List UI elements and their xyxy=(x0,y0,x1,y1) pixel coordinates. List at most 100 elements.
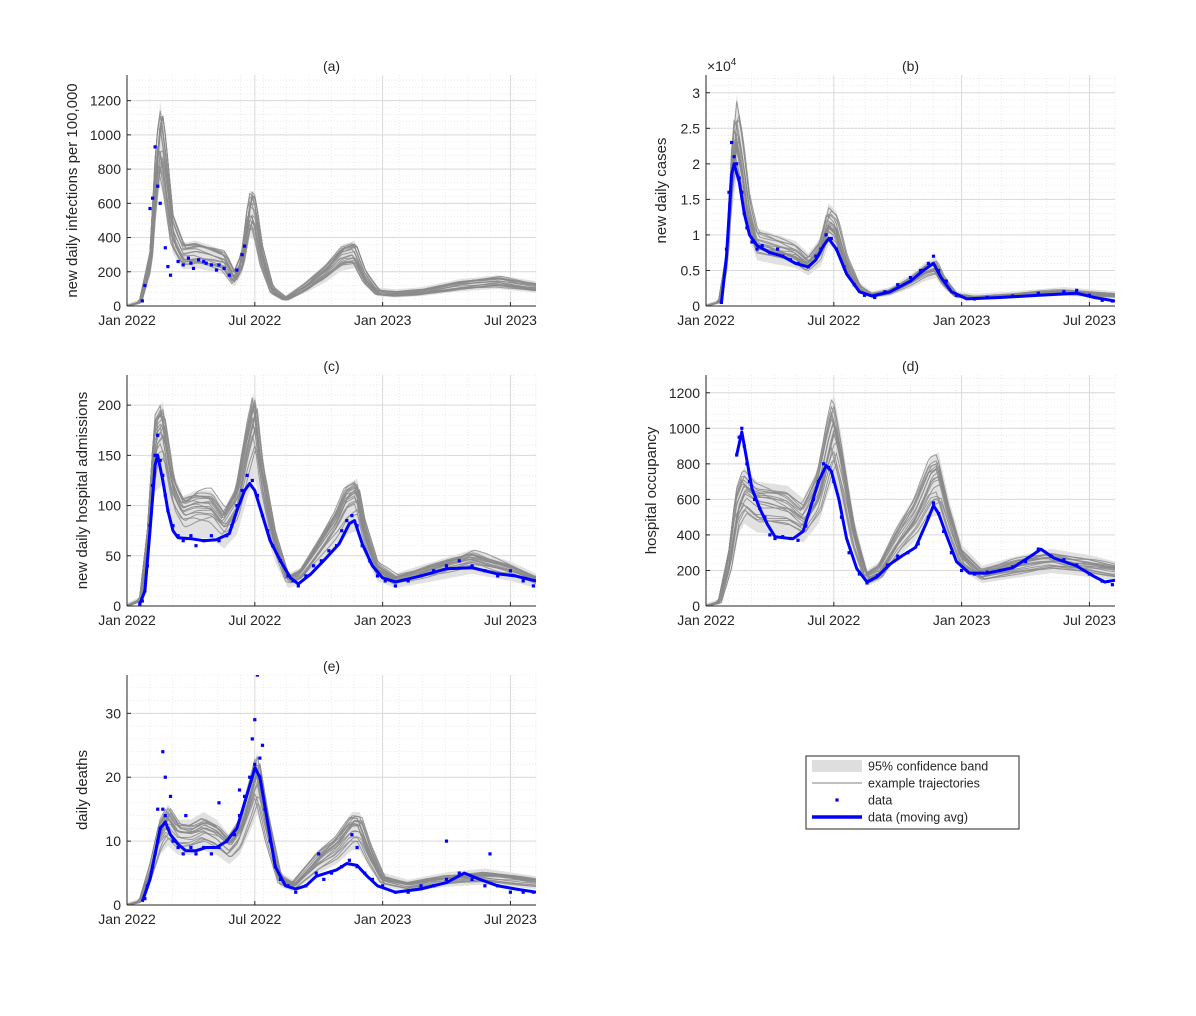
data-point xyxy=(163,246,167,250)
data-point xyxy=(406,579,410,583)
data-point xyxy=(350,833,354,837)
exponent-power: 4 xyxy=(731,57,737,68)
data-point xyxy=(521,890,525,894)
data-point xyxy=(214,268,219,272)
data-point xyxy=(488,852,492,856)
data-point xyxy=(457,559,461,563)
panel-c: 0 50 100 150 200 Jan 2022 Jul 2022 Jan 2023 Jul … xyxy=(74,358,537,628)
y-tick-label: 1 xyxy=(692,227,700,243)
data-point xyxy=(222,266,226,270)
data-point xyxy=(240,253,244,257)
data-point xyxy=(250,478,254,483)
legend-label: example trajectories xyxy=(868,777,980,791)
y-tick-label: 800 xyxy=(677,456,701,472)
data-point xyxy=(143,283,147,288)
data-dots-e xyxy=(143,675,535,901)
data-point xyxy=(197,258,201,262)
y-tick-label: 200 xyxy=(677,562,701,578)
panel-e: 0 10 20 30 Jan 2022 Jul 2022 Jan 2023 Jul 2023 (… xyxy=(74,658,537,927)
trajectory-line xyxy=(127,409,536,606)
panel-d: 0 200 400 600 800 1000 1200 Jan 2022 Jul 2022 Jan… xyxy=(643,358,1116,628)
x-tick-label: Jan 2023 xyxy=(354,612,412,628)
data-point xyxy=(322,877,326,881)
data-point xyxy=(161,807,165,811)
data-point xyxy=(350,514,354,518)
data-point xyxy=(260,743,265,747)
data-point xyxy=(253,762,257,766)
x-tick-label: Jul 2023 xyxy=(484,312,537,328)
trajectory-line xyxy=(127,792,536,905)
x-tick-label: Jan 2023 xyxy=(933,312,991,328)
y-tick-label: 1000 xyxy=(90,127,121,143)
trajectories-d xyxy=(706,399,1115,606)
data-point xyxy=(508,569,512,573)
trajectory-line xyxy=(127,415,536,606)
data-point xyxy=(773,536,777,541)
data-point xyxy=(896,554,900,558)
panel-title: (e) xyxy=(323,658,340,674)
trajectory-line xyxy=(127,397,536,606)
data-point xyxy=(960,568,964,573)
data-point xyxy=(1075,288,1079,292)
data-point xyxy=(209,534,213,538)
legend-label: data xyxy=(868,794,892,808)
trajectory-line xyxy=(127,783,536,905)
data-point xyxy=(194,852,198,856)
data-point xyxy=(329,871,334,875)
x-tick-label: Jul 2022 xyxy=(228,612,281,628)
data-point xyxy=(255,675,259,677)
confidence-band xyxy=(127,751,536,905)
plot-area-a xyxy=(127,101,536,306)
trajectory-line xyxy=(706,451,1115,606)
y-tick-label: 10 xyxy=(105,833,121,849)
legend-label: 95% confidence band xyxy=(868,760,988,774)
data-dots-a xyxy=(140,145,247,303)
data-point xyxy=(829,236,833,241)
data-point xyxy=(393,584,397,588)
data-point xyxy=(496,574,500,578)
trajectory-line xyxy=(127,780,536,905)
data-point xyxy=(156,184,160,188)
trajectory-line xyxy=(127,115,536,306)
data-point xyxy=(926,261,930,265)
data-point xyxy=(319,559,323,563)
data-point xyxy=(470,564,474,568)
panel-title: (a) xyxy=(323,58,340,74)
data-point xyxy=(217,801,221,805)
data-point xyxy=(304,574,308,578)
data-point xyxy=(156,433,160,437)
y-axis-label: daily deaths xyxy=(74,750,91,830)
data-point xyxy=(235,268,239,272)
data-point xyxy=(375,574,380,578)
data-point xyxy=(171,839,175,843)
data-point xyxy=(814,254,818,258)
data-point xyxy=(191,266,196,270)
y-tick-label: 800 xyxy=(98,161,122,177)
data-point xyxy=(181,852,185,856)
data-point xyxy=(176,845,180,850)
data-point xyxy=(444,839,449,843)
y-tick-label: 2.5 xyxy=(681,120,701,136)
data-point xyxy=(296,584,300,588)
y-tick-label: 0 xyxy=(113,598,121,614)
data-point xyxy=(432,569,436,573)
y-tick-label: 3 xyxy=(692,85,700,101)
data-point xyxy=(760,244,764,248)
data-point xyxy=(253,718,257,722)
data-point xyxy=(730,140,734,145)
trajectory-line xyxy=(706,431,1115,606)
data-point xyxy=(1023,560,1028,564)
y-tick-label: 2 xyxy=(692,156,700,172)
data-point xyxy=(245,473,249,477)
data-point xyxy=(153,145,157,149)
plot-area-e xyxy=(127,675,536,905)
data-point xyxy=(1110,583,1114,587)
trajectory-line xyxy=(127,407,536,606)
data-point xyxy=(312,564,316,568)
data-point xyxy=(419,884,423,888)
data-point xyxy=(931,254,936,258)
x-tick-label: Jan 2022 xyxy=(677,312,735,328)
data-point xyxy=(1062,290,1066,294)
exponent-label: ×104 xyxy=(707,57,737,74)
